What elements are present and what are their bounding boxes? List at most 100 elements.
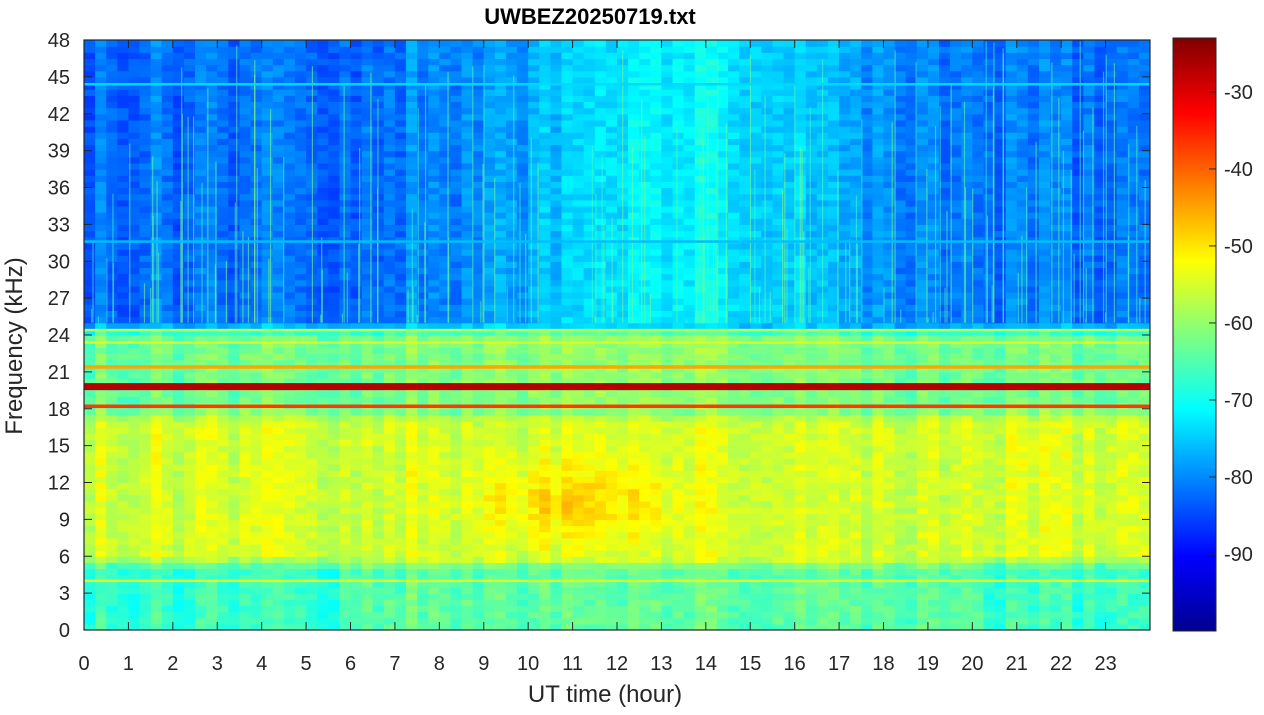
- heatmap-cell: [250, 371, 263, 379]
- heatmap-cell: [339, 500, 352, 508]
- heatmap-cell: [428, 365, 440, 373]
- heatmap-cell: [528, 623, 540, 630]
- heatmap-cell: [317, 156, 329, 164]
- heatmap-cell: [528, 605, 540, 613]
- heatmap-cell: [228, 169, 241, 176]
- heatmap-cell: [583, 156, 596, 164]
- heatmap-cell: [195, 322, 207, 330]
- heatmap-cell: [317, 107, 329, 115]
- heatmap-cell: [539, 427, 551, 434]
- heatmap-cell: [494, 390, 507, 398]
- heatmap-cell: [561, 341, 574, 348]
- heatmap-cell: [594, 445, 607, 453]
- heatmap-cell: [417, 144, 429, 152]
- heatmap-cell: [594, 439, 607, 447]
- heatmap-cell: [283, 119, 296, 127]
- heatmap-cell: [150, 623, 163, 630]
- heatmap-cell: [228, 531, 241, 539]
- heatmap-cell: [317, 101, 329, 109]
- heatmap-cell: [605, 126, 618, 133]
- heatmap-cell: [517, 138, 529, 146]
- heatmap-cell: [428, 556, 440, 563]
- heatmap-cell: [250, 365, 263, 373]
- heatmap-cell: [350, 586, 363, 594]
- heatmap-cell: [339, 76, 352, 84]
- heatmap-cell: [450, 316, 463, 324]
- heatmap-cell: [561, 586, 574, 594]
- heatmap-cell: [106, 310, 118, 318]
- heatmap-cell: [483, 451, 496, 459]
- heatmap-cell: [161, 599, 174, 607]
- heatmap-cell: [328, 365, 340, 373]
- heatmap-cell: [350, 236, 363, 244]
- heatmap-cell: [261, 427, 274, 434]
- heatmap-cell: [461, 273, 474, 281]
- heatmap-cell: [572, 261, 585, 268]
- heatmap-cell: [517, 101, 529, 109]
- heatmap-cell: [417, 433, 429, 441]
- heatmap-cell: [161, 205, 174, 213]
- heatmap-cell: [272, 279, 285, 287]
- heatmap-cell: [139, 322, 152, 330]
- heatmap-cell: [450, 52, 463, 60]
- heatmap-cell: [394, 76, 407, 84]
- heatmap-cell: [139, 285, 152, 293]
- heatmap-cell: [583, 335, 596, 342]
- heatmap-cell: [361, 58, 374, 66]
- heatmap-cell: [605, 95, 618, 103]
- heatmap-cell: [250, 316, 263, 324]
- heatmap-cell: [117, 187, 130, 195]
- heatmap-cell: [217, 371, 229, 379]
- heatmap-cell: [539, 464, 551, 471]
- heatmap-cell: [161, 64, 174, 72]
- heatmap-cell: [483, 414, 496, 422]
- heatmap-cell: [639, 408, 651, 416]
- heatmap-cell: [294, 89, 307, 96]
- heatmap-cell: [650, 550, 663, 557]
- heatmap-cell: [650, 199, 663, 207]
- heatmap-cell: [539, 623, 551, 630]
- heatmap-cell: [594, 605, 607, 613]
- heatmap-cell: [583, 457, 596, 465]
- heatmap-cell: [150, 175, 163, 182]
- heatmap-cell: [128, 494, 141, 502]
- heatmap-cell: [428, 580, 440, 588]
- heatmap-cell: [272, 433, 285, 441]
- heatmap-cell: [461, 617, 474, 625]
- heatmap-cell: [328, 623, 340, 630]
- heatmap-cell: [483, 199, 496, 207]
- heatmap-cell: [372, 162, 385, 170]
- heatmap-cell: [428, 199, 440, 207]
- heatmap-cell: [428, 433, 440, 441]
- heatmap-cell: [517, 58, 529, 66]
- heatmap-cell: [528, 439, 540, 447]
- heatmap-cell: [172, 568, 185, 576]
- heatmap-cell: [406, 593, 418, 600]
- heatmap-cell: [117, 378, 130, 385]
- heatmap-cell: [261, 525, 274, 533]
- heatmap-cell: [217, 322, 229, 330]
- heatmap-cell: [239, 52, 252, 60]
- heatmap-cell: [605, 500, 618, 508]
- heatmap-cell: [572, 457, 585, 465]
- heatmap-cell: [439, 543, 452, 551]
- heatmap-cell: [494, 242, 507, 250]
- heatmap-cell: [417, 611, 429, 619]
- heatmap-cell: [361, 335, 374, 342]
- heatmap-cell: [417, 550, 429, 557]
- heatmap-cell: [628, 507, 640, 514]
- heatmap-cell: [294, 556, 307, 563]
- heatmap-cell: [583, 537, 596, 545]
- heatmap-cell: [583, 40, 596, 47]
- heatmap-cell: [261, 433, 274, 441]
- heatmap-cell: [261, 187, 274, 195]
- heatmap-cell: [539, 144, 551, 152]
- heatmap-cell: [139, 205, 152, 213]
- heatmap-cell: [172, 224, 185, 232]
- heatmap-cell: [617, 531, 629, 539]
- heatmap-cell: [228, 476, 241, 484]
- heatmap-cell: [561, 445, 574, 453]
- heatmap-cell: [428, 513, 440, 520]
- heatmap-cell: [172, 285, 185, 293]
- heatmap-cell: [350, 513, 363, 520]
